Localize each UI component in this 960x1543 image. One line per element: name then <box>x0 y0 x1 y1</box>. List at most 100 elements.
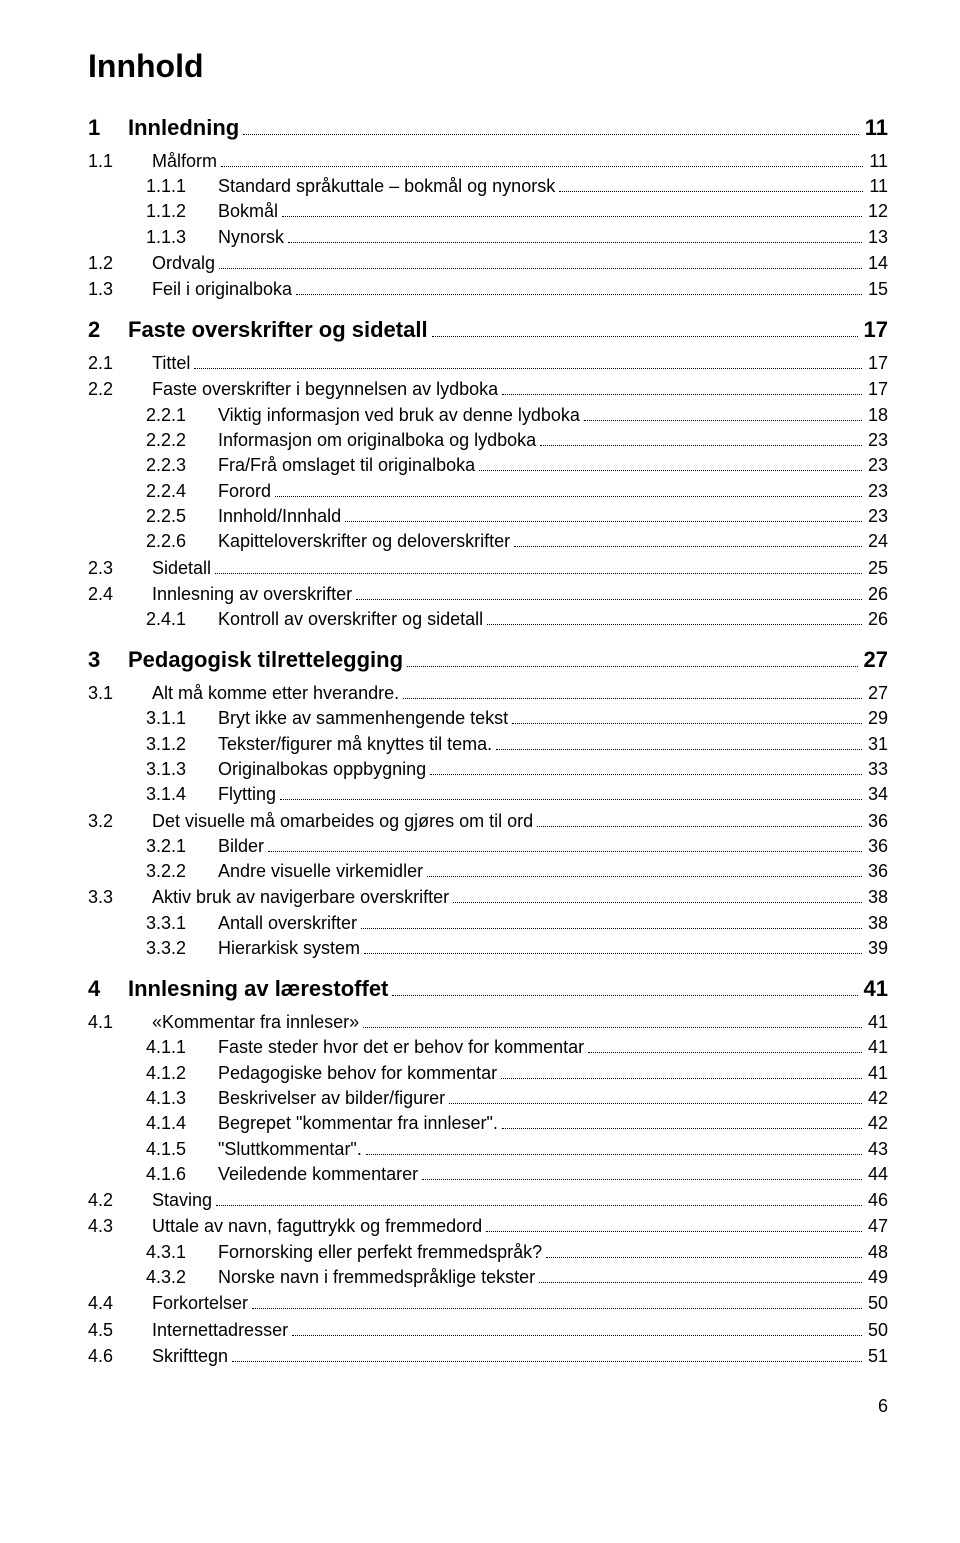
toc-entry-page: 38 <box>866 885 888 909</box>
toc-entry-page: 29 <box>866 706 888 730</box>
toc-entry: 4.6Skrifttegn51 <box>88 1344 888 1368</box>
toc-entry-page: 50 <box>866 1318 888 1342</box>
toc-leader-dots <box>288 242 862 243</box>
toc-entry-page: 18 <box>866 403 888 427</box>
toc-entry-number: 4.1.1 <box>146 1035 212 1059</box>
toc-entry-text: Innhold/Innhald <box>212 504 341 528</box>
toc-entry-text: Forkortelser <box>146 1291 248 1315</box>
toc-entry-text: Ordvalg <box>146 251 215 275</box>
toc-leader-dots <box>486 1231 862 1232</box>
toc-entry-text: Forord <box>212 479 271 503</box>
toc-entry-page: 51 <box>866 1344 888 1368</box>
page-number: 6 <box>88 1396 888 1417</box>
toc-leader-dots <box>364 953 862 954</box>
toc-entry-text: Skrifttegn <box>146 1344 228 1368</box>
toc-entry-number: 4.1.3 <box>146 1086 212 1110</box>
toc-leader-dots <box>268 851 862 852</box>
toc-entry-number: 3.1.4 <box>146 782 212 806</box>
toc-entry-number: 4.3 <box>88 1214 146 1238</box>
toc-leader-dots <box>361 928 862 929</box>
toc-entry: 4.3Uttale av navn, faguttrykk og fremmed… <box>88 1214 888 1238</box>
toc-entry: 3Pedagogisk tilrettelegging27 <box>88 645 888 675</box>
toc-leader-dots <box>537 826 862 827</box>
toc-leader-dots <box>427 876 862 877</box>
toc-entry-text: Originalbokas oppbygning <box>212 757 426 781</box>
toc-entry-number: 4.1 <box>88 1010 146 1034</box>
toc-entry: 4.5Internettadresser50 <box>88 1318 888 1342</box>
toc-entry-number: 1 <box>88 113 122 143</box>
toc-entry: 1.2Ordvalg14 <box>88 251 888 275</box>
toc-entry: 4.1.6Veiledende kommentarer44 <box>88 1162 888 1186</box>
toc-entry: 1Innledning11 <box>88 113 888 143</box>
toc-entry: 2.2Faste overskrifter i begynnelsen av l… <box>88 377 888 401</box>
toc-entry-text: Antall overskrifter <box>212 911 357 935</box>
toc-entry-number: 2.3 <box>88 556 146 580</box>
toc-entry-text: Feil i originalboka <box>146 277 292 301</box>
toc-entry: 4.3.1Fornorsking eller perfekt fremmedsp… <box>88 1240 888 1264</box>
toc-entry-text: Sidetall <box>146 556 211 580</box>
toc-entry: 4.1.3Beskrivelser av bilder/figurer42 <box>88 1086 888 1110</box>
toc-entry-number: 1.1.3 <box>146 225 212 249</box>
toc-leader-dots <box>275 496 862 497</box>
toc-leader-dots <box>540 445 862 446</box>
toc-entry: 3.1.4Flytting34 <box>88 782 888 806</box>
toc-entry-page: 23 <box>866 504 888 528</box>
toc-leader-dots <box>449 1103 862 1104</box>
toc-entry-page: 31 <box>866 732 888 756</box>
toc-entry-number: 4.3.2 <box>146 1265 212 1289</box>
toc-entry-number: 2.2.5 <box>146 504 212 528</box>
toc-entry-page: 44 <box>866 1162 888 1186</box>
toc-entry: 4.2Staving46 <box>88 1188 888 1212</box>
toc-entry-text: Faste steder hvor det er behov for komme… <box>212 1035 584 1059</box>
toc-leader-dots <box>216 1205 862 1206</box>
toc-entry-page: 46 <box>866 1188 888 1212</box>
toc-leader-dots <box>194 368 862 369</box>
toc-entry-page: 36 <box>866 809 888 833</box>
toc-entry: 2.1Tittel17 <box>88 351 888 375</box>
toc-entry: 3.3.1Antall overskrifter38 <box>88 911 888 935</box>
toc-leader-dots <box>584 420 862 421</box>
toc-leader-dots <box>501 1078 862 1079</box>
toc-entry-page: 33 <box>866 757 888 781</box>
toc-entry-page: 27 <box>862 645 888 675</box>
toc-entry: 1.1.3Nynorsk13 <box>88 225 888 249</box>
toc-entry: 4.1«Kommentar fra innleser»41 <box>88 1010 888 1034</box>
toc-leader-dots <box>546 1257 862 1258</box>
toc-entry-number: 4.1.4 <box>146 1111 212 1135</box>
toc-entry-page: 48 <box>866 1240 888 1264</box>
toc-entry-page: 49 <box>866 1265 888 1289</box>
toc-entry-number: 4.1.6 <box>146 1162 212 1186</box>
toc-entry: 4.1.5"Sluttkommentar".43 <box>88 1137 888 1161</box>
toc-entry: 4.3.2Norske navn i fremmedspråklige teks… <box>88 1265 888 1289</box>
toc-entry-page: 39 <box>866 936 888 960</box>
toc-leader-dots <box>403 698 862 699</box>
toc-entry-page: 26 <box>866 582 888 606</box>
toc-entry-page: 27 <box>866 681 888 705</box>
toc-entry-text: Bilder <box>212 834 264 858</box>
toc-entry-number: 2.2.4 <box>146 479 212 503</box>
toc-entry-number: 1.1.1 <box>146 174 212 198</box>
toc-leader-dots <box>215 573 862 574</box>
toc-entry: 2.2.2Informasjon om originalboka og lydb… <box>88 428 888 452</box>
toc-entry-number: 3.3.1 <box>146 911 212 935</box>
page-title: Innhold <box>88 48 888 85</box>
toc-entry-text: Hierarkisk system <box>212 936 360 960</box>
toc-entry: 4.1.1Faste steder hvor det er behov for … <box>88 1035 888 1059</box>
toc-entry-number: 2.2.6 <box>146 529 212 553</box>
toc-entry-page: 23 <box>866 453 888 477</box>
toc-entry-text: Uttale av navn, faguttrykk og fremmedord <box>146 1214 482 1238</box>
toc-leader-dots <box>219 268 862 269</box>
toc-entry-number: 2.2.3 <box>146 453 212 477</box>
toc-entry: 1.1.2Bokmål12 <box>88 199 888 223</box>
toc-entry-text: Pedagogisk tilrettelegging <box>122 645 403 675</box>
toc-leader-dots <box>588 1052 862 1053</box>
toc-entry-text: Tekster/figurer må knyttes til tema. <box>212 732 492 756</box>
toc-entry-text: Staving <box>146 1188 212 1212</box>
toc-entry-number: 1.1 <box>88 149 146 173</box>
toc-entry-text: Begrepet "kommentar fra innleser". <box>212 1111 498 1135</box>
toc-entry-number: 4.1.5 <box>146 1137 212 1161</box>
toc-entry-number: 3.2.2 <box>146 859 212 883</box>
toc-entry: 2.2.6Kapitteloverskrifter og deloverskri… <box>88 529 888 553</box>
toc-entry: 4.4Forkortelser50 <box>88 1291 888 1315</box>
toc-leader-dots <box>487 624 862 625</box>
